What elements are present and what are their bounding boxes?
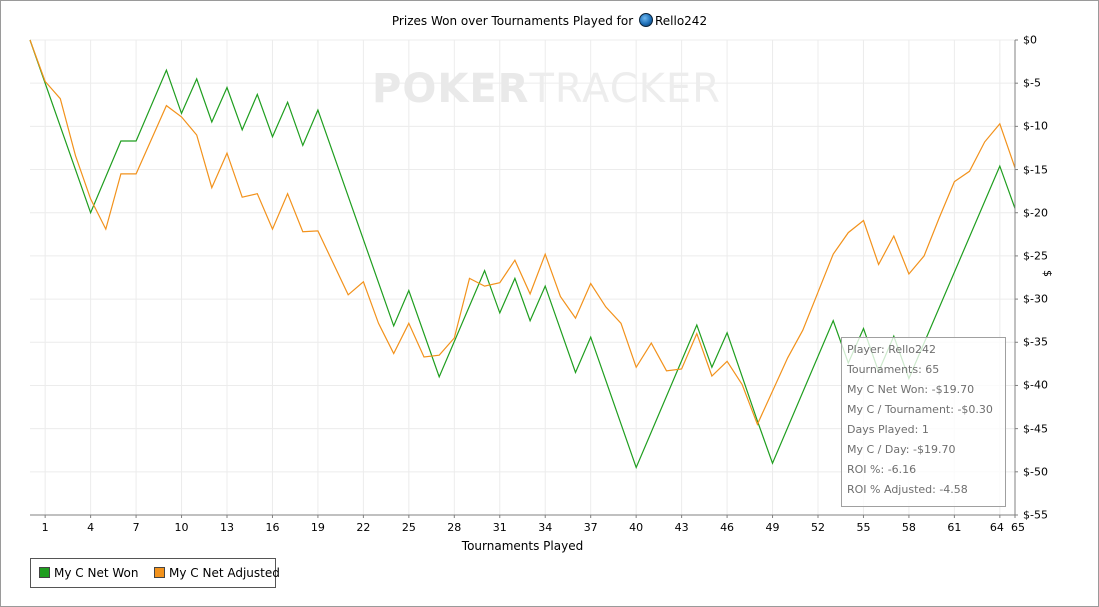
stat-days-played: Days Played: 1: [847, 423, 929, 436]
stat-net-won: My C Net Won: -$19.70: [847, 383, 975, 396]
stat-roi: ROI %: -6.16: [847, 463, 917, 476]
y-tick-label: $-20: [1023, 206, 1048, 220]
x-tick-label: 10: [174, 521, 189, 534]
x-tick-label: 49: [765, 521, 780, 534]
stat-roi-adjusted: ROI % Adjusted: -4.58: [847, 483, 968, 496]
player-stats-box: Player: Rello242 Tournaments: 65 My C Ne…: [841, 337, 1006, 507]
player-name: Rello242: [654, 14, 708, 28]
y-axis-label: $: [1041, 270, 1054, 277]
x-tick-label: 4: [87, 521, 95, 534]
chart-title-text: Prizes Won over Tournaments Played for: [391, 14, 634, 28]
x-tick-label: 52: [811, 521, 825, 534]
x-tick-label: 43: [674, 521, 689, 534]
x-tick-label: 40: [629, 521, 644, 534]
x-tick-label: 61: [947, 521, 962, 534]
x-tick-label: 65: [1011, 521, 1025, 534]
legend: My C Net Won My C Net Adjusted: [30, 558, 280, 588]
y-tick-label: $-30: [1023, 292, 1048, 306]
y-tick-label: $0: [1023, 33, 1037, 47]
stat-per-day: My C / Day: -$19.70: [847, 443, 956, 456]
legend-swatch-green: [39, 567, 50, 578]
x-tick-label: 22: [356, 521, 371, 534]
y-tick-label: $-45: [1023, 422, 1048, 436]
x-tick-label: 64: [989, 521, 1004, 534]
legend-swatch-orange: [154, 567, 165, 578]
x-axis-label: Tournaments Played: [461, 539, 584, 553]
y-tick-label: $-25: [1023, 249, 1048, 263]
x-tick-label: 34: [538, 521, 553, 534]
x-tick-label: 1: [41, 521, 49, 534]
x-tick-label: 19: [310, 521, 325, 534]
stat-per-tournament: My C / Tournament: -$0.30: [847, 403, 993, 416]
watermark: POKERTRACKER: [372, 66, 721, 112]
player-avatar-icon: [638, 13, 653, 27]
y-tick-label: $-50: [1023, 465, 1048, 479]
y-tick-label: $-15: [1023, 163, 1048, 177]
y-tick-label: $-55: [1023, 508, 1048, 522]
series-line-net-adjusted: [29, 39, 1016, 426]
x-tick-label: 55: [856, 521, 871, 534]
x-tick-label: 46: [720, 521, 735, 534]
stat-tournaments: Tournaments: 65: [847, 363, 940, 376]
y-tick-label: $-40: [1023, 378, 1048, 392]
x-tick-label: 31: [492, 521, 507, 534]
x-tick-label: 13: [220, 521, 234, 534]
stat-player: Player: Rello242: [847, 343, 936, 356]
y-tick-label: $-10: [1023, 119, 1048, 133]
x-tick-label: 7: [132, 521, 140, 534]
axes: [30, 39, 1018, 518]
x-tick-label: 37: [583, 521, 598, 534]
x-tick-label: 58: [901, 521, 916, 534]
x-tick-label: 25: [401, 521, 416, 534]
chart-title: Prizes Won over Tournaments Played for R…: [0, 13, 1099, 28]
legend-item-net-won: My C Net Won: [39, 566, 138, 580]
legend-item-net-adjusted: My C Net Adjusted: [154, 566, 280, 580]
y-tick-label: $-5: [1023, 76, 1041, 90]
x-tick-label: 28: [447, 521, 462, 534]
y-tick-label: $-35: [1023, 335, 1048, 349]
x-tick-label: 16: [265, 521, 280, 534]
